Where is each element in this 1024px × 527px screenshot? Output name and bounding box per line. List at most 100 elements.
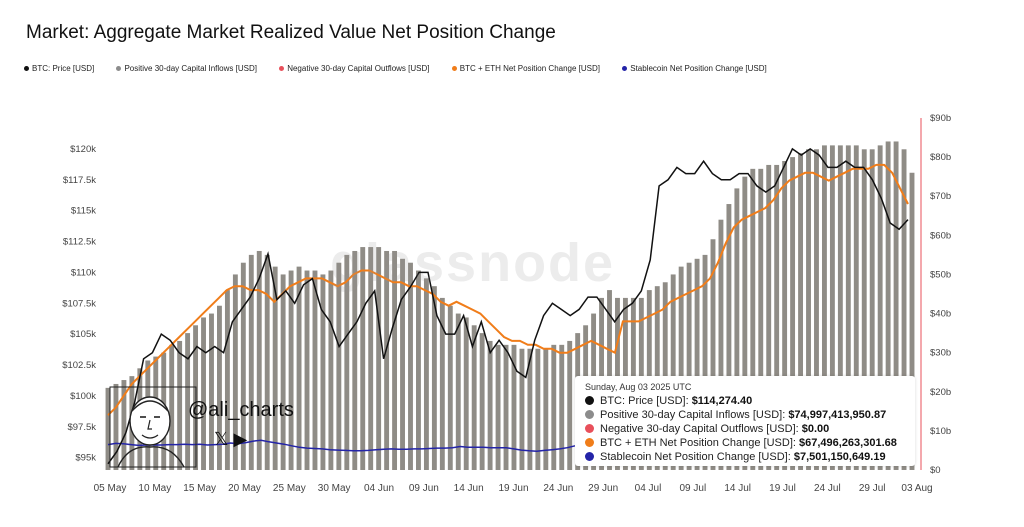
inflow-bar — [217, 305, 222, 470]
inflow-bar — [113, 383, 119, 470]
legend-item-stablecoin-net[interactable]: Stablecoin Net Position Change [USD] — [622, 64, 767, 73]
inflow-bar — [782, 161, 788, 470]
legend-item-inflows[interactable]: Positive 30-day Capital Inflows [USD] — [116, 64, 257, 73]
inflow-bar — [774, 164, 780, 470]
chart-title: Market: Aggregate Market Realized Value … — [26, 22, 556, 43]
right-axis-tick-label: $0 — [930, 465, 941, 476]
inflow-bar — [248, 254, 254, 470]
inflow-bar — [909, 172, 915, 470]
inflow-bar — [280, 274, 286, 470]
legend-dot — [24, 66, 29, 72]
x-axis-tick-label: 09 Jun — [409, 483, 439, 494]
inflow-bar — [710, 239, 716, 470]
inflow-bar — [670, 274, 676, 470]
inflow-bar — [312, 270, 318, 470]
legend-item-outflows[interactable]: Negative 30-day Capital Outflows [USD] — [279, 64, 430, 73]
inflow-bar — [766, 164, 772, 470]
left-axis-tick-label: $110k — [71, 267, 96, 278]
inflow-bar — [328, 270, 334, 470]
x-axis-tick-label: 04 Jul — [635, 483, 662, 494]
legend-dot — [116, 66, 122, 72]
x-axis-tick-label: 24 Jun — [543, 483, 573, 494]
x-axis-tick-label: 24 Jul — [814, 483, 841, 494]
tooltip-row-outflows: Negative 30-day Capital Outflows [USD]: … — [585, 422, 905, 436]
social-icons[interactable]: 𝕏 ▶ — [214, 429, 248, 449]
inflow-bar — [877, 145, 883, 470]
btc-eth-net-position-line — [107, 163, 909, 416]
left-axis-tick-label: $115k — [71, 206, 96, 217]
watermark: glassnode — [330, 233, 616, 293]
inflow-bar — [790, 157, 796, 470]
legend: BTC: Price [USD] Positive 30-day Capital… — [24, 64, 787, 73]
tooltip-dot — [585, 438, 594, 447]
inflow-bar — [686, 262, 692, 470]
left-axis-tick-label: $100k — [70, 391, 96, 402]
inflow-bar — [264, 254, 270, 470]
tooltip-date: Sunday, Aug 03 2025 UTC — [585, 382, 692, 392]
inflow-bar — [543, 348, 549, 470]
inflow-bar — [201, 317, 206, 470]
inflow-bar — [869, 149, 875, 471]
x-axis-tick-label: 05 May — [94, 483, 127, 494]
inflow-bar — [511, 344, 517, 470]
tooltip-row-btc-price: BTC: Price [USD]: $114,274.40 — [585, 394, 905, 408]
inflow-bar — [527, 348, 533, 470]
inflow-bar — [837, 145, 843, 470]
inflow-bar — [495, 344, 501, 470]
right-axis-tick-label: $90b — [930, 113, 951, 124]
inflow-bar — [821, 145, 827, 470]
x-axis-tick-label: 25 May — [273, 483, 306, 494]
inflow-bar — [806, 149, 811, 471]
left-axis-tick-label: $107.5k — [62, 298, 96, 309]
inflow-bar — [400, 258, 405, 470]
legend-item-btc-price[interactable]: BTC: Price [USD] — [24, 64, 94, 73]
legend-item-btc-eth-net[interactable]: BTC + ETH Net Position Change [USD] — [451, 64, 600, 73]
right-axis-tick-label: $10b — [930, 426, 951, 437]
legend-dot — [622, 66, 628, 72]
author-handle: @ali_charts — [188, 399, 294, 421]
x-axis-tick-label: 14 Jun — [454, 483, 484, 494]
inflow-bar — [336, 262, 342, 470]
left-axis-tick-label: $105k — [70, 329, 96, 340]
inflow-bar — [240, 262, 246, 470]
inflow-bar — [320, 274, 326, 470]
x-axis-tick-label: 14 Jul — [724, 483, 751, 494]
inflow-bar — [423, 278, 429, 470]
x-axis-tick-label: 20 May — [228, 483, 261, 494]
avatar-sketch-icon — [109, 386, 197, 468]
x-axis-ticks: 05 May 10 May 15 May 20 May 25 May 30 May 04 J… — [94, 483, 933, 494]
inflow-bar — [384, 250, 390, 470]
inflow-bar — [224, 290, 230, 470]
left-axis-tick-label: $102.5k — [62, 360, 96, 371]
inflow-bar — [702, 254, 708, 470]
legend-dot — [279, 66, 285, 72]
inflow-bar — [551, 344, 557, 470]
inflow-bar — [105, 387, 111, 470]
inflow-bar — [304, 270, 310, 470]
legend-dot — [451, 66, 457, 72]
x-axis-tick-label: 19 Jun — [498, 483, 528, 494]
right-axis-tick-label: $40b — [930, 309, 951, 320]
left-axis-tick-label: $97.5k — [67, 422, 96, 433]
inflow-bar — [447, 305, 453, 470]
inflow-bar — [885, 141, 891, 470]
inflow-bar — [352, 250, 358, 470]
left-axis-tick-label: $95k — [75, 453, 96, 464]
inflow-bar — [376, 247, 382, 470]
left-axis-tick-label: $120k — [70, 144, 96, 155]
inflow-bar — [567, 340, 573, 470]
hover-tooltip: Sunday, Aug 03 2025 UTC BTC: Price [USD]… — [575, 376, 915, 466]
right-axis-tick-label: $50b — [930, 269, 951, 280]
x-axis-tick-label: 30 May — [318, 483, 351, 494]
x-axis-tick-label: 03 Aug — [901, 483, 932, 494]
inflow-bar — [519, 348, 525, 470]
inflow-bar — [288, 270, 294, 470]
inflow-bar — [344, 254, 350, 470]
inflow-bar — [718, 219, 724, 470]
inflow-bar — [455, 313, 461, 470]
inflow-bar — [734, 188, 740, 470]
right-axis-tick-label: $60b — [930, 230, 951, 241]
tooltip-dot — [585, 424, 594, 433]
inflow-bar — [471, 325, 477, 470]
left-axis-ticks: $95k $97.5k $100k $102.5k $105k $107.5k $110k $… — [62, 144, 96, 464]
